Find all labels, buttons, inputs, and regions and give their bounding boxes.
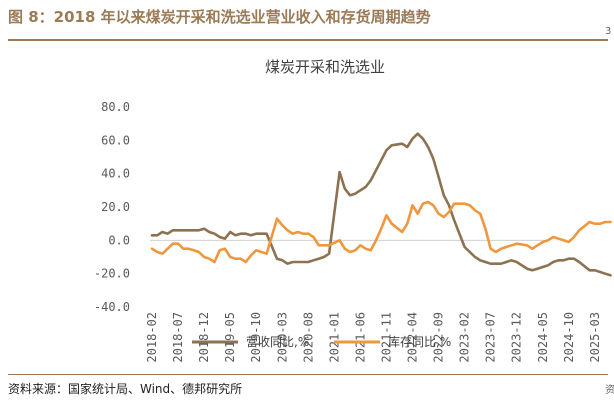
right-edge-mark-bottom: 资 — [605, 385, 614, 396]
x-tick-label: 2025-03 — [588, 312, 602, 363]
source-note: 资料来源：国家统计局、Wind、德邦研究所 — [8, 382, 243, 396]
y-tick-label: 0.0 — [108, 233, 130, 247]
y-tick-label: 20.0 — [101, 200, 130, 214]
x-tick-label: 2021-01 — [327, 312, 341, 363]
x-tick-label: 2023-02 — [458, 312, 472, 363]
legend: 营收同比,% 库存同比,% — [192, 334, 451, 349]
x-tick-label: 2018-07 — [171, 312, 185, 363]
legend-label-revenue: 营收同比,% — [246, 335, 309, 349]
y-tick-label: -40.0 — [94, 300, 130, 314]
x-tick-label: 2019-10 — [249, 312, 263, 363]
legend-label-inventory: 库存同比,% — [388, 334, 451, 349]
x-tick-label: 2019-05 — [223, 312, 237, 363]
x-tick-label: 2018-12 — [197, 312, 211, 363]
x-tick-label: 2018-02 — [145, 312, 159, 363]
chart-title: 煤炭开采和洗选业 — [265, 58, 385, 76]
series-line-revenue — [150, 132, 612, 277]
x-axis: 2018-02 2018-07 2018-12 2019-05 2019-10 2020-… — [145, 312, 602, 363]
y-tick-label: 40.0 — [101, 167, 130, 181]
x-tick-label: 2020-08 — [301, 312, 315, 363]
series-layer — [150, 132, 612, 277]
x-tick-label: 2023-07 — [484, 312, 498, 363]
x-tick-label: 2021-11 — [379, 312, 393, 363]
series-line-inventory — [150, 200, 612, 264]
y-tick-label: -20.0 — [94, 267, 130, 281]
right-edge-mark-top: 3 — [605, 26, 612, 37]
y-tick-label: 60.0 — [101, 133, 130, 147]
x-tick-label: 2020-03 — [275, 312, 289, 363]
y-axis: 80.0 60.0 40.0 20.0 0.0 -20.0 -40.0 — [94, 100, 130, 314]
x-tick-label: 2024-05 — [536, 312, 550, 363]
title-rule — [8, 39, 608, 41]
source-rule — [8, 374, 608, 375]
figure-title: 图 8：2018 年以来煤炭开采和洗选业营业收入和存货周期趋势 — [8, 8, 431, 26]
x-tick-label: 2024-10 — [562, 312, 576, 363]
x-tick-label: 2022-09 — [432, 312, 446, 363]
x-tick-label: 2023-12 — [510, 312, 524, 363]
y-tick-label: 80.0 — [101, 100, 130, 114]
x-tick-label: 2021-06 — [353, 312, 367, 363]
x-tick-label: 2022-04 — [406, 312, 420, 363]
